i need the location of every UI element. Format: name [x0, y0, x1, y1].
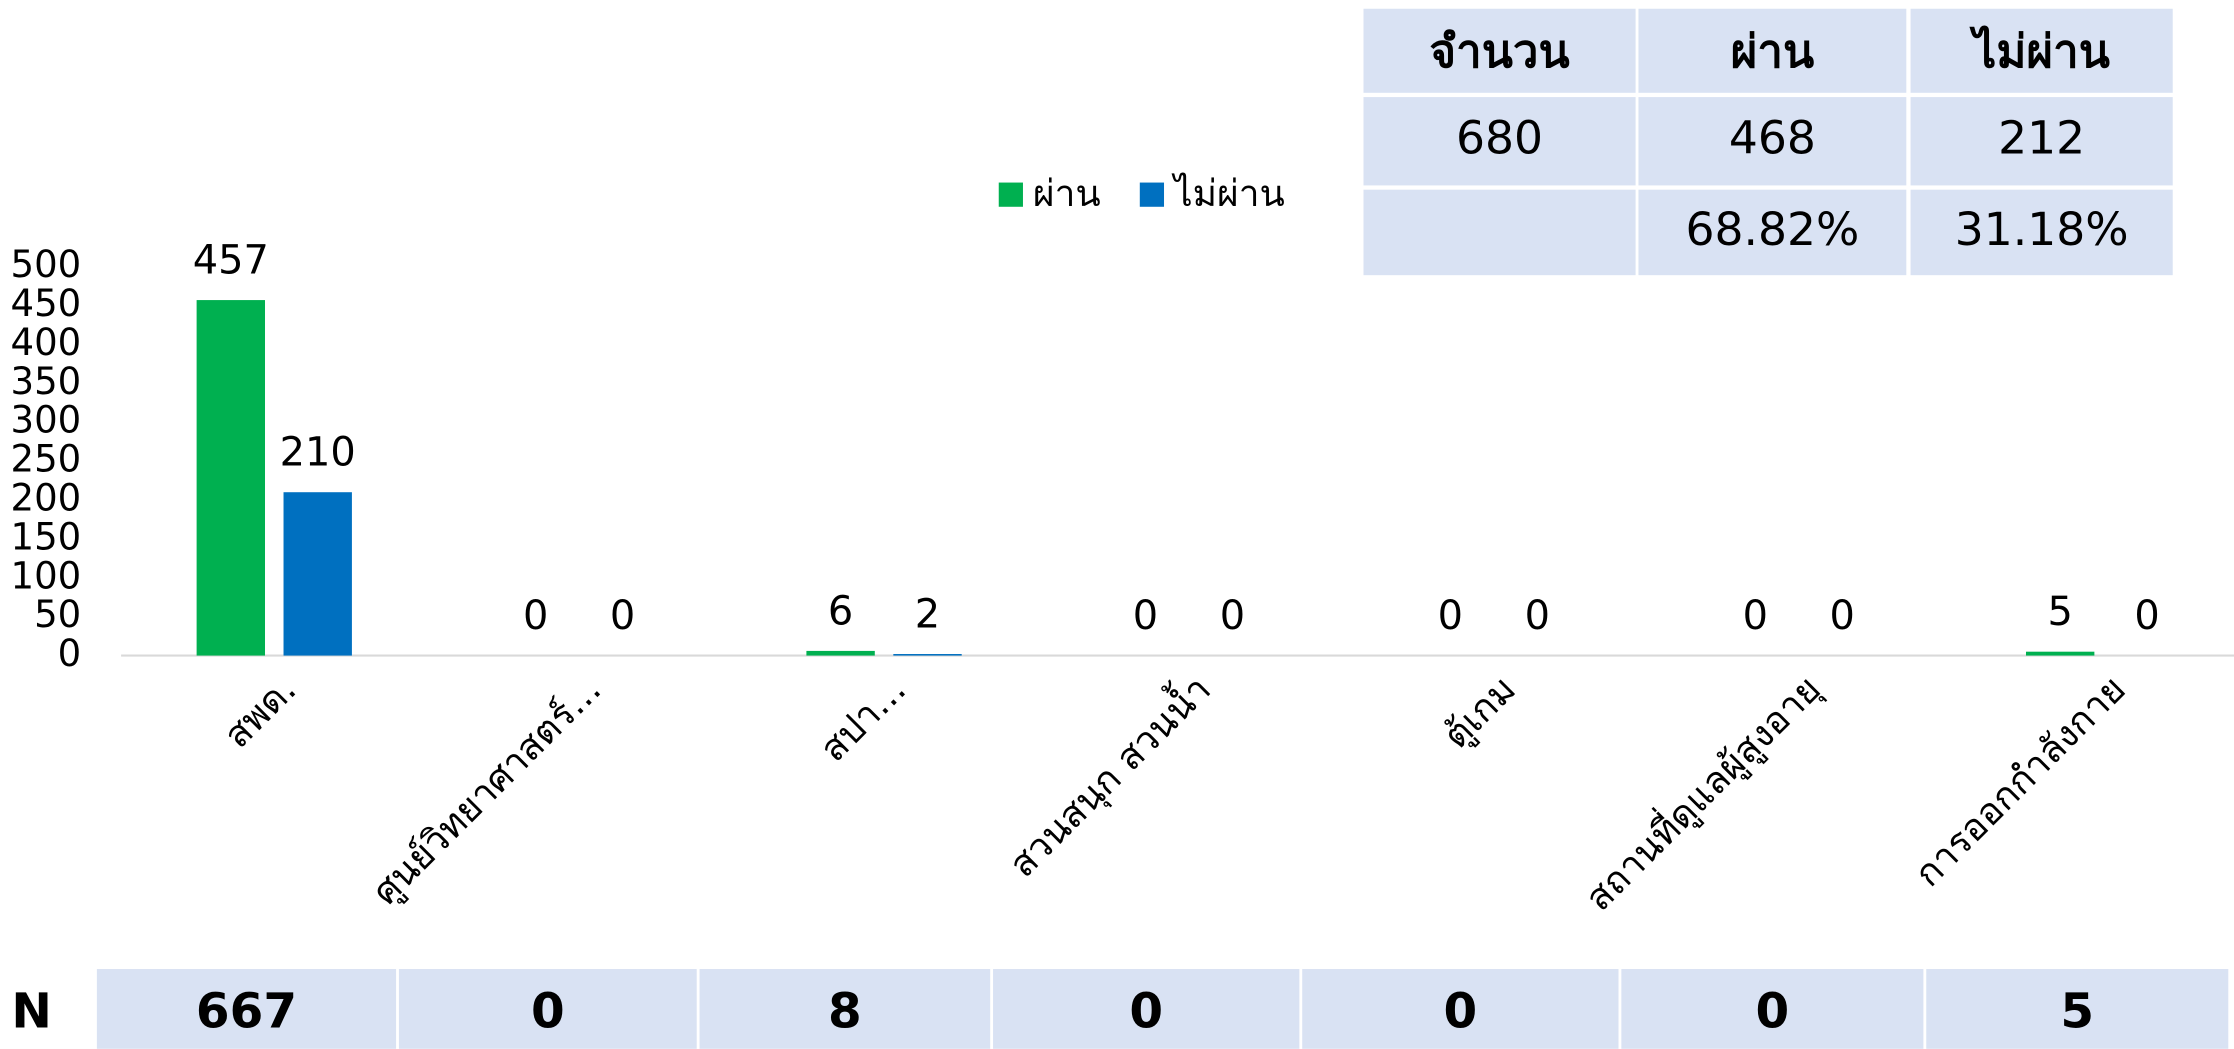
data-label: 457 [193, 238, 269, 284]
data-label: 210 [280, 430, 356, 476]
n-cell [398, 969, 697, 1049]
x-tick-label: ศูนย์วิทยาศาสตร์... [364, 667, 610, 913]
table-cell [1638, 189, 1907, 276]
summary-table: จำนวน ผ่าน ไม่ผ่าน 680 468 212 68.82% 31.18% [1363, 8, 2173, 276]
x-tick-label: สถานที่ดูแลผู้สูงอายุ [1573, 664, 1829, 920]
legend-label: ผ่าน [1033, 172, 1101, 215]
data-label: 0 [1743, 593, 1768, 639]
data-label: 0 [1525, 593, 1550, 639]
data-label: 0 [1220, 593, 1245, 639]
table-cell [1910, 189, 2173, 276]
data-label: 0 [1438, 593, 1463, 639]
table-value: 212 [1998, 112, 2085, 165]
n-row: N 667 0 8 0 0 0 5 [11, 969, 2229, 1049]
n-cell [1926, 969, 2229, 1049]
data-label: 0 [1830, 593, 1855, 639]
table-cell [1638, 97, 1907, 186]
y-tick-label: 100 [11, 554, 82, 597]
bar [893, 654, 962, 656]
table-value: 468 [1729, 112, 1816, 165]
y-tick-label: 150 [11, 515, 82, 558]
n-cell [993, 969, 1300, 1049]
x-tick-label: การออกกำลังกาย [1906, 667, 2134, 895]
bar [283, 492, 352, 656]
n-cell [1621, 969, 1924, 1049]
y-tick-label: 500 [11, 243, 82, 286]
data-label: 0 [1133, 593, 1158, 639]
n-value: 8 [828, 984, 862, 1040]
legend-swatch [998, 182, 1023, 207]
table-value: 680 [1456, 112, 1543, 165]
x-tick-label: ตู้เกม [1435, 667, 1525, 757]
data-label: 0 [523, 593, 548, 639]
table-header: ผ่าน [1731, 25, 1814, 78]
x-tick-label: สวนสนุก สวนน้ำ [997, 663, 1220, 886]
table-cell [1910, 8, 2173, 93]
n-cell [699, 969, 991, 1049]
bar [2025, 651, 2095, 656]
data-label: 0 [2134, 593, 2159, 639]
x-tick-label: สปา... [812, 667, 915, 770]
n-cell [1302, 969, 1619, 1049]
data-label: 5 [2047, 589, 2072, 635]
table-cell [1638, 8, 1907, 93]
x-tick-label: สพด. [215, 667, 304, 756]
bar [806, 650, 875, 656]
bar [196, 300, 266, 656]
n-value: 5 [2060, 984, 2094, 1040]
y-tick-label: 350 [11, 360, 82, 403]
table-cell [1363, 8, 1636, 93]
data-label: 2 [915, 591, 940, 637]
n-value: 0 [1756, 984, 1790, 1040]
table-value: 31.18% [1955, 203, 2129, 256]
y-tick-label: 400 [11, 321, 82, 364]
n-label: N [11, 984, 52, 1040]
y-tick-label: 200 [11, 476, 82, 519]
y-tick-label: 0 [58, 632, 82, 675]
y-tick-label: 50 [34, 593, 81, 636]
legend-swatch [1139, 182, 1165, 207]
y-tick-label: 250 [11, 438, 82, 481]
n-value: 0 [1444, 984, 1478, 1040]
legend-label: ไม่ผ่าน [1171, 172, 1285, 215]
table-cell [1363, 97, 1636, 186]
table-value: 68.82% [1685, 203, 1859, 256]
data-label: 6 [828, 588, 853, 634]
n-value: 0 [1129, 984, 1163, 1040]
table-cell [1910, 97, 2173, 186]
y-tick-label: 300 [11, 399, 82, 442]
n-value: 667 [196, 984, 297, 1040]
data-label: 0 [610, 593, 635, 639]
table-header: ไม่ผ่าน [1968, 25, 2109, 78]
y-tick-label: 450 [11, 282, 82, 325]
table-header: จำนวน [1429, 25, 1569, 78]
table-cell [1363, 189, 1636, 276]
n-cell [96, 969, 397, 1049]
n-value: 0 [531, 984, 565, 1040]
